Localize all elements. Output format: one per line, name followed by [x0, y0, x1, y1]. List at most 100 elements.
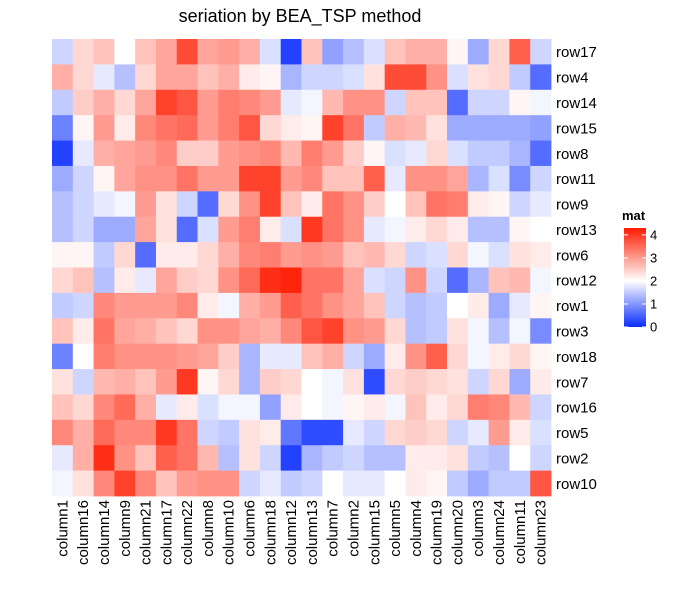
- heatmap-cell-row14-column19: [426, 89, 448, 116]
- heatmap-cell-row17-column19: [426, 39, 448, 65]
- heatmap-cell-row17-column16: [72, 39, 94, 65]
- heatmap-cell-row8-column18: [259, 140, 282, 167]
- heatmap-cell-row1-column3: [467, 292, 490, 319]
- heatmap-cell-row8-column9: [114, 140, 136, 167]
- heatmap-cell-row14-column1: [52, 89, 74, 116]
- row-label-row17: row17: [556, 44, 597, 61]
- heatmap-cell-row13-column18: [259, 216, 282, 243]
- heatmap-cell-row6-column13: [301, 242, 323, 268]
- heatmap-cell-row16-column11: [509, 394, 531, 421]
- heatmap-cell-row7-column2: [343, 369, 365, 395]
- heatmap-cell-row17-column12: [280, 39, 302, 65]
- heatmap-cell-row10-column1: [52, 470, 74, 497]
- heatmap-cell-row18-column21: [135, 343, 157, 370]
- heatmap-cell-row13-column12: [280, 216, 302, 243]
- heatmap-cell-row16-column23: [530, 394, 552, 421]
- heatmap-cell-row7-column13: [301, 369, 323, 395]
- heatmap-cell-row2-column23: [530, 445, 552, 472]
- legend-ticks: 0 1 2 3 4: [624, 227, 657, 335]
- heatmap-cell-row1-column5: [384, 292, 406, 319]
- heatmap-cell-row7-column8: [197, 369, 219, 395]
- heatmap-cell-row9-column9: [114, 191, 136, 218]
- column-label-column23: column23: [533, 500, 550, 565]
- heatmap-cell-row1-column4: [405, 292, 427, 319]
- legend-title: mat: [622, 208, 646, 223]
- heatmap-cell-row18-column1: [52, 343, 74, 370]
- heatmap-cell-row1-column20: [447, 292, 469, 319]
- heatmap-cell-row5-column13: [301, 419, 323, 446]
- heatmap-cell-row10-column2: [343, 470, 365, 497]
- heatmap-cell-row8-column3: [467, 140, 490, 167]
- heatmap-cell-row4-column18: [259, 64, 282, 91]
- heatmap-cell-row2-column12: [280, 445, 302, 472]
- heatmap-cell-row15-column15: [363, 115, 386, 141]
- heatmap-cell-row14-column22: [176, 89, 198, 116]
- heatmap-cell-row12-column11: [509, 267, 531, 294]
- heatmap-cell-row2-column19: [426, 445, 448, 472]
- heatmap-cell-row13-column9: [114, 216, 136, 243]
- heatmap-cell-row4-column22: [176, 64, 198, 91]
- heatmap-cell-row3-column17: [155, 318, 178, 345]
- heatmap-cell-row9-column17: [155, 191, 178, 218]
- heatmap-cell-row15-column8: [197, 115, 219, 141]
- heatmap-cell-row2-column6: [239, 445, 261, 472]
- heatmap-cell-row11-column21: [135, 165, 157, 192]
- column-label-column19: column19: [429, 500, 446, 565]
- heatmap-cell-row15-column20: [447, 115, 469, 141]
- heatmap-cell-row2-column16: [72, 445, 94, 472]
- heatmap-cell-row7-column21: [135, 369, 157, 395]
- heatmap-cell-row17-column20: [447, 39, 469, 65]
- heatmap-cell-row4-column8: [197, 64, 219, 91]
- heatmap-cell-row18-column11: [509, 343, 531, 370]
- heatmap-cell-row12-column6: [239, 267, 261, 294]
- heatmap-cell-row2-column21: [135, 445, 157, 472]
- heatmap-cell-row8-column17: [155, 140, 178, 167]
- heatmap-cell-row15-column7: [322, 115, 344, 141]
- heatmap-cell-row1-column9: [114, 292, 136, 319]
- heatmap-cell-row11-column12: [280, 165, 302, 192]
- heatmap-cell-row2-column24: [488, 445, 510, 472]
- heatmap-cell-row3-column19: [426, 318, 448, 345]
- row-label-row14: row14: [556, 95, 597, 112]
- heatmap-cell-row18-column12: [280, 343, 302, 370]
- heatmap-cell-row15-column23: [530, 115, 552, 141]
- heatmap-cell-row18-column23: [530, 343, 552, 370]
- heatmap-cell-row3-column4: [405, 318, 427, 345]
- row-label-row11: row11: [556, 171, 596, 188]
- heatmap-cell-row14-column20: [447, 89, 469, 116]
- column-label-column17: column17: [158, 500, 175, 565]
- heatmap-cell-row14-column16: [72, 89, 94, 116]
- heatmap-cell-row16-column9: [114, 394, 136, 421]
- heatmap-cell-row4-column1: [52, 64, 74, 91]
- heatmap-cell-row18-column4: [405, 343, 427, 370]
- heatmap-cell-row3-column12: [280, 318, 302, 345]
- heatmap-cell-row5-column20: [447, 419, 469, 446]
- heatmap-cell-row3-column1: [52, 318, 74, 345]
- heatmap-cell-row17-column23: [530, 39, 552, 65]
- legend-tick-label: 0: [650, 320, 657, 335]
- heatmap-cell-row7-column3: [467, 369, 490, 395]
- heatmap-cell-row9-column11: [509, 191, 531, 218]
- heatmap-cell-row7-column16: [72, 369, 94, 395]
- heatmap-cell-row7-column5: [384, 369, 406, 395]
- heatmap-cell-row10-column12: [280, 470, 302, 497]
- heatmap-cell-row3-column21: [135, 318, 157, 345]
- heatmap-cell-row16-column8: [197, 394, 219, 421]
- heatmap-cell-row17-column1: [52, 39, 74, 65]
- heatmap-cell-row1-column24: [488, 292, 510, 319]
- heatmap-cell-row5-column18: [259, 419, 282, 446]
- heatmap-cell-row11-column24: [488, 165, 510, 192]
- heatmap-cell-row1-column17: [155, 292, 178, 319]
- heatmap-cell-row4-column11: [509, 64, 531, 91]
- heatmap-cell-row9-column20: [447, 191, 469, 218]
- heatmap-cell-row8-column4: [405, 140, 427, 167]
- heatmap-cell-row4-column20: [447, 64, 469, 91]
- heatmap-cell-row11-column7: [322, 165, 344, 192]
- heatmap-cell-row9-column6: [239, 191, 261, 218]
- heatmap-cell-row4-column14: [93, 64, 115, 91]
- heatmap-cell-row11-column17: [155, 165, 178, 192]
- heatmap-cell-row15-column19: [426, 115, 448, 141]
- heatmap-cell-row2-column2: [343, 445, 365, 472]
- chart-title: seriation by BEA_TSP method: [178, 6, 422, 26]
